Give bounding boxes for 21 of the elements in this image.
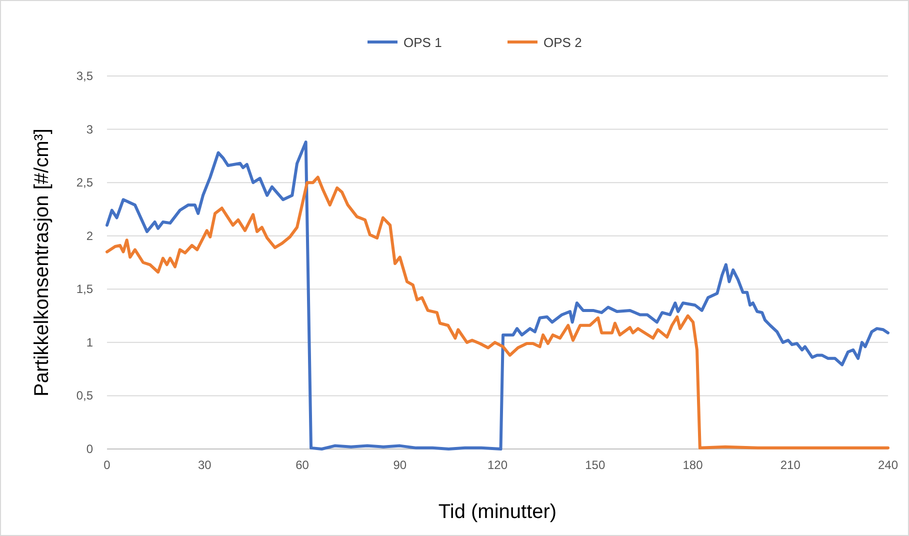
y-tick-label: 2 (86, 228, 94, 243)
x-tick-label: 150 (585, 458, 606, 472)
x-tick-label: 0 (104, 458, 111, 472)
x-tick-label: 60 (296, 458, 310, 472)
legend-label: OPS 2 (544, 35, 582, 50)
y-tick-label: 2,5 (76, 176, 94, 190)
x-axis-title: Tid (minutter) (438, 501, 557, 523)
y-tick-label: 0 (86, 442, 94, 456)
y-tick-label: 1 (86, 335, 94, 350)
y-axis-title: Partikkelkonsentrasjon [#/cm³] (31, 128, 53, 396)
x-tick-label: 210 (780, 458, 801, 472)
legend-label: OPS 1 (404, 35, 442, 50)
x-tick-label: 180 (682, 458, 704, 472)
x-tick-label: 120 (487, 458, 508, 472)
x-tick-label: 30 (198, 458, 212, 472)
y-tick-label: 3 (86, 122, 94, 136)
y-tick-label: 3,5 (76, 69, 94, 83)
y-tick-label: 1,5 (76, 282, 94, 296)
y-tick-label: 0,5 (76, 388, 94, 403)
x-tick-label: 90 (393, 458, 407, 472)
x-tick-label: 240 (878, 458, 898, 472)
